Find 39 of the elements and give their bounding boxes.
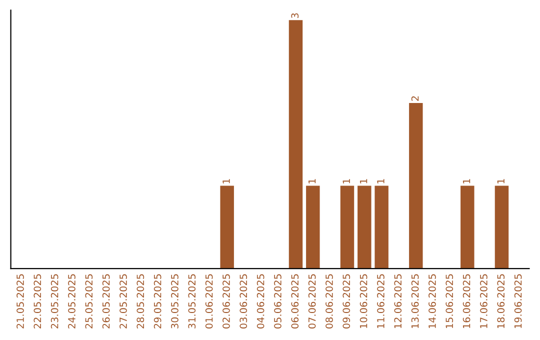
data-label: 1 (463, 179, 470, 184)
data-label: 1 (222, 179, 230, 184)
x-tick-label: 18.06.2025 (497, 274, 505, 328)
x-tick-label: 09.06.2025 (342, 274, 350, 328)
data-label: 1 (342, 179, 350, 184)
x-tick-label: 03.06.2025 (240, 274, 248, 328)
x-tick-label: 05.06.2025 (274, 274, 282, 328)
x-tick-label: 22.05.2025 (34, 274, 42, 328)
x-tick-label: 23.05.2025 (50, 274, 58, 328)
x-tick-label: 31.05.2025 (188, 274, 196, 328)
x-tick-label: 01.06.2025 (205, 274, 213, 328)
x-tick-label: 29.05.2025 (154, 274, 162, 328)
x-tick-label: 15.06.2025 (446, 274, 454, 328)
x-tick-label: 06.06.2025 (291, 274, 299, 328)
x-tick-label: 30.05.2025 (171, 274, 178, 328)
x-tick-label: 25.05.2025 (85, 274, 93, 328)
data-label: 1 (497, 179, 504, 184)
x-tick-label: 14.06.2025 (428, 274, 436, 328)
x-tick-label: 21.05.2025 (16, 274, 24, 328)
data-label: 1 (308, 179, 316, 184)
x-tick-label: 04.06.2025 (256, 274, 264, 328)
x-tick-label: 07.06.2025 (308, 274, 316, 328)
x-tick-label: 27.05.2025 (120, 274, 127, 328)
x-tick-label: 24.05.2025 (68, 274, 76, 328)
data-label: 1 (377, 179, 384, 184)
x-tick-label: 13.06.2025 (411, 274, 419, 328)
x-tick-label: 19.06.2025 (514, 274, 522, 328)
data-label: 3 (291, 13, 299, 18)
data-label: 1 (360, 179, 368, 184)
x-tick-label: 17.06.2025 (480, 274, 488, 328)
x-tick-label: 08.06.2025 (326, 274, 333, 328)
x-tick-label: 02.06.2025 (222, 274, 230, 328)
x-tick-label: 16.06.2025 (462, 274, 470, 328)
x-tick-label: 28.05.2025 (136, 274, 144, 328)
x-tick-label: 11.06.2025 (377, 274, 384, 328)
data-label: 2 (411, 96, 419, 101)
x-tick-label: 10.06.2025 (360, 274, 368, 328)
x-tick-label: 26.05.2025 (102, 274, 110, 328)
x-tick-label: 12.06.2025 (394, 274, 402, 328)
